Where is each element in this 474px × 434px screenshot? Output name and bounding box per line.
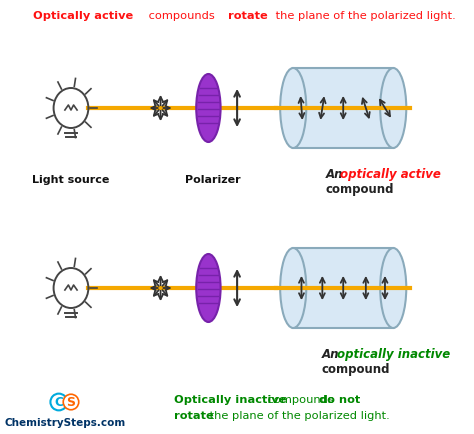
Text: ChemistrySteps.com: ChemistrySteps.com — [4, 418, 126, 428]
Text: rotate: rotate — [228, 11, 267, 21]
Text: optically active: optically active — [340, 168, 441, 181]
Text: compounds: compounds — [145, 11, 219, 21]
Ellipse shape — [380, 68, 406, 148]
Text: do not: do not — [319, 395, 360, 405]
Ellipse shape — [280, 248, 306, 328]
Polygon shape — [293, 68, 393, 148]
Text: An: An — [321, 348, 343, 361]
Ellipse shape — [196, 74, 220, 142]
Text: S: S — [66, 395, 75, 408]
Text: Optically active: Optically active — [33, 11, 133, 21]
Text: optically inactive: optically inactive — [337, 348, 450, 361]
Text: C: C — [54, 395, 64, 408]
Text: compounds: compounds — [264, 395, 337, 405]
Text: Optically inactive: Optically inactive — [173, 395, 286, 405]
Text: rotate: rotate — [173, 411, 213, 421]
Text: compound: compound — [326, 183, 394, 196]
Polygon shape — [293, 248, 393, 328]
Text: Light source: Light source — [32, 175, 109, 185]
Text: compound: compound — [321, 363, 390, 376]
Text: An: An — [326, 168, 347, 181]
Ellipse shape — [196, 254, 220, 322]
Text: the plane of the polarized light.: the plane of the polarized light. — [206, 411, 390, 421]
Text: the plane of the polarized light.: the plane of the polarized light. — [272, 11, 456, 21]
Text: Polarizer: Polarizer — [185, 175, 241, 185]
Ellipse shape — [280, 68, 306, 148]
Ellipse shape — [380, 248, 406, 328]
